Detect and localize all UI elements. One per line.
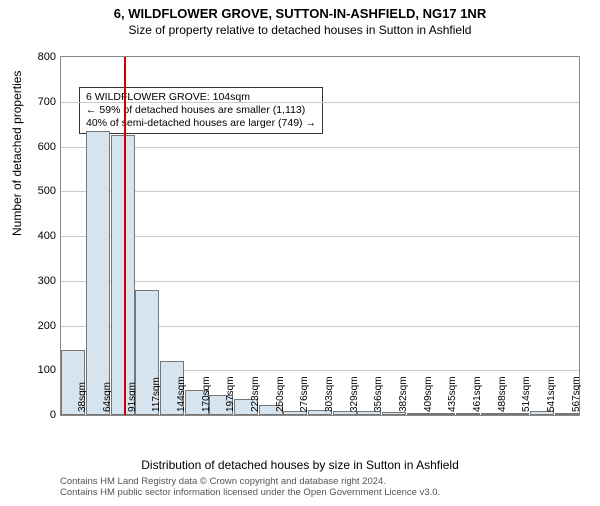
y-tick-label: 200 [26, 320, 56, 332]
y-tick-label: 100 [26, 364, 56, 376]
x-tick-label: 435sqm [447, 376, 458, 412]
y-tick-label: 500 [26, 185, 56, 197]
histogram-bar [481, 413, 505, 415]
x-tick-label: 541sqm [546, 376, 557, 412]
y-tick-label: 700 [26, 96, 56, 108]
histogram-bar [456, 413, 480, 415]
x-axis-label: Distribution of detached houses by size … [0, 458, 600, 472]
histogram-bar [111, 135, 135, 415]
y-tick-label: 0 [26, 409, 56, 421]
x-tick-label: 382sqm [398, 376, 409, 412]
annotation-box: 6 WILDFLOWER GROVE: 104sqm ← 59% of deta… [79, 87, 323, 134]
gridline [61, 236, 579, 237]
y-tick-label: 400 [26, 230, 56, 242]
x-tick-label: 409sqm [423, 376, 434, 412]
y-tick-label: 800 [26, 51, 56, 63]
gridline [61, 102, 579, 103]
x-tick-label: 488sqm [497, 376, 508, 412]
x-tick-label: 567sqm [571, 376, 582, 412]
gridline [61, 281, 579, 282]
histogram-bar [382, 412, 406, 415]
annotation-line3: 40% of semi-detached houses are larger (… [86, 117, 316, 130]
y-axis-label: Number of detached properties [10, 71, 24, 236]
footer-line2: Contains HM public sector information li… [60, 487, 440, 498]
x-tick-label: 356sqm [373, 376, 384, 412]
title-subtitle: Size of property relative to detached ho… [0, 23, 600, 37]
x-tick-label: 329sqm [349, 376, 360, 412]
footer-attribution: Contains HM Land Registry data © Crown c… [60, 476, 440, 499]
x-tick-label: 461sqm [472, 376, 483, 412]
x-tick-label: 303sqm [324, 376, 335, 412]
histogram-bar [431, 413, 455, 415]
annotation-line2: ← 59% of detached houses are smaller (1,… [86, 104, 316, 117]
chart-container: 6, WILDFLOWER GROVE, SUTTON-IN-ASHFIELD,… [0, 6, 600, 506]
x-tick-label: 276sqm [299, 376, 310, 412]
x-tick-label: 250sqm [275, 376, 286, 412]
histogram-bar [407, 413, 431, 415]
gridline [61, 147, 579, 148]
plot-area: 6 WILDFLOWER GROVE: 104sqm ← 59% of deta… [60, 56, 580, 416]
reference-line [124, 57, 126, 415]
footer-line1: Contains HM Land Registry data © Crown c… [60, 476, 440, 487]
y-tick-label: 600 [26, 141, 56, 153]
gridline [61, 191, 579, 192]
x-tick-label: 514sqm [521, 376, 532, 412]
y-tick-label: 300 [26, 275, 56, 287]
histogram-bar [505, 413, 529, 415]
histogram-bar [86, 131, 110, 415]
title-address: 6, WILDFLOWER GROVE, SUTTON-IN-ASHFIELD,… [0, 6, 600, 21]
histogram-bar [555, 413, 579, 415]
